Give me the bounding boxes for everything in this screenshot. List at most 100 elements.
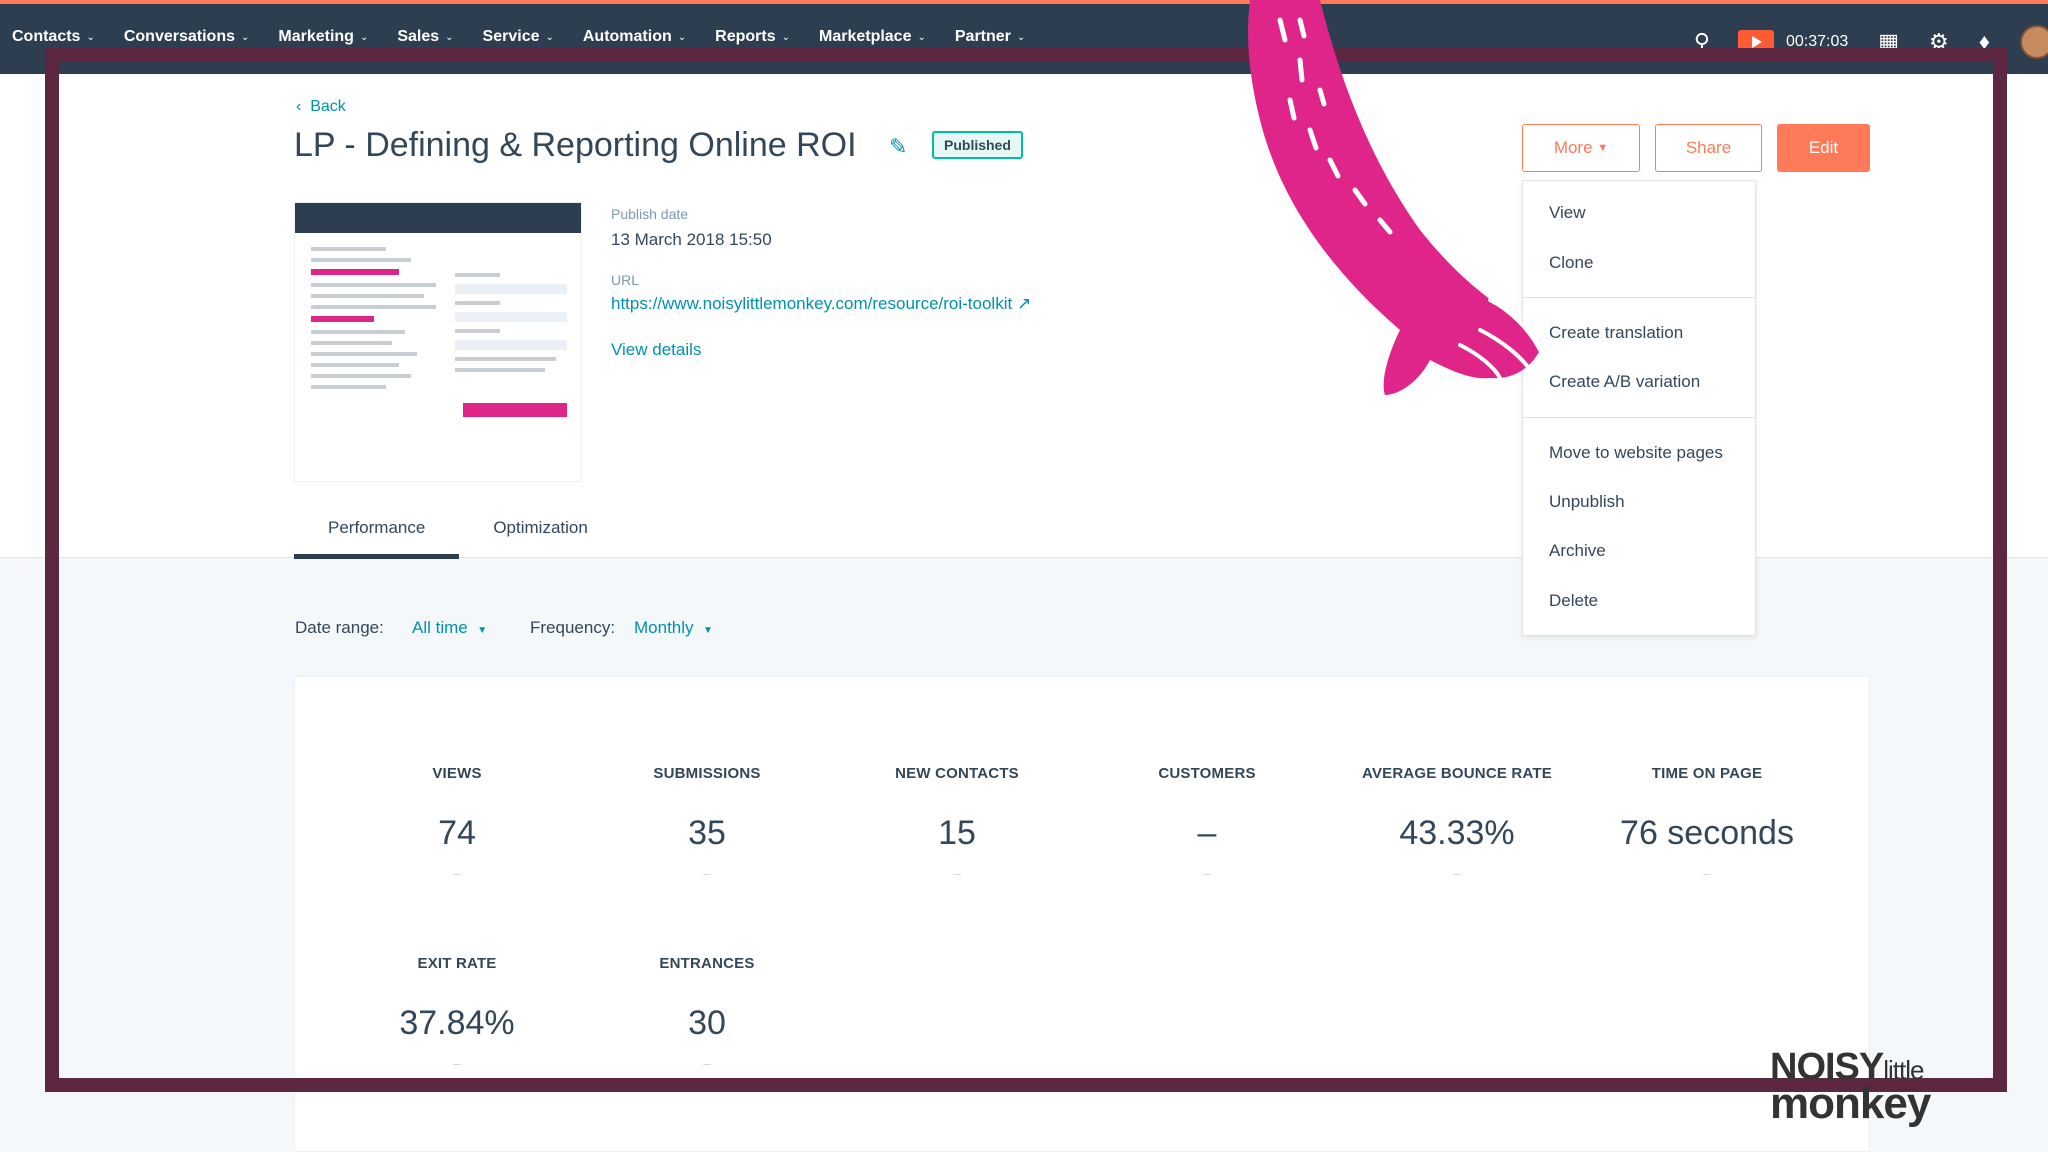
logo-line2: monkey — [1770, 1079, 1931, 1129]
nav-label: Service — [482, 28, 540, 45]
nav-label: Conversations — [123, 28, 235, 45]
more-button[interactable]: More ▼ — [1522, 124, 1640, 172]
more-dropdown-menu: View Clone Create translation Create A/B… — [1522, 180, 1756, 636]
date-range-label: Date range: — [295, 618, 384, 637]
chevron-down-icon: ⌄ — [359, 31, 369, 43]
menu-item-unpublish[interactable]: Unpublish — [1549, 492, 1625, 511]
nav-label: Marketplace — [818, 28, 912, 45]
search-icon[interactable]: ⚲ — [1693, 29, 1710, 54]
nav-marketplace[interactable]: Marketplace ⌄ — [819, 28, 926, 46]
nav-conversations[interactable]: Conversations ⌄ — [124, 28, 250, 46]
stat-label: ENTRANCES — [659, 955, 755, 972]
stat-time-on-page: TIME ON PAGE 76 seconds – — [1597, 765, 1817, 881]
nav-label: Marketing — [278, 28, 354, 45]
menu-divider — [1523, 297, 1755, 298]
nav-service[interactable]: Service ⌄ — [483, 28, 554, 46]
avatar[interactable] — [2020, 25, 2048, 59]
chevron-down-icon: ⌄ — [677, 31, 687, 43]
chevron-down-icon: ⌄ — [1016, 31, 1026, 43]
nav-contacts[interactable]: Contacts ⌄ — [12, 28, 95, 46]
performance-stats-card: VIEWS 74 – SUBMISSIONS 35 – NEW CONTACTS… — [294, 676, 1870, 1152]
nav-label: Contacts — [12, 28, 81, 45]
thumbnail-text-column — [311, 247, 436, 396]
chevron-down-icon: ⌄ — [781, 31, 790, 43]
stat-exit-rate: EXIT RATE 37.84% – — [347, 955, 567, 1071]
nav-label: Partner — [954, 28, 1011, 45]
stat-value: 74 — [438, 814, 476, 852]
stat-change: – — [1453, 865, 1461, 881]
stat-change: – — [453, 1055, 461, 1071]
page-url-link[interactable]: https://www.noisylittlemonkey.com/resour… — [611, 294, 1031, 314]
chevron-down-icon: ⌄ — [917, 31, 926, 43]
chevron-down-icon: ⌄ — [240, 31, 250, 43]
stat-value: 15 — [938, 814, 976, 852]
publish-date-label: Publish date — [611, 206, 689, 222]
marketplace-icon[interactable]: ▦ — [1878, 29, 1900, 54]
edit-button[interactable]: Edit — [1777, 124, 1870, 172]
nav-utilities: ⚲ 00:37:03 ▦ ⚙ ♦ — [1664, 22, 2048, 62]
nav-label: Reports — [715, 28, 776, 45]
menu-item-create-translation[interactable]: Create translation — [1549, 323, 1684, 342]
menu-item-clone[interactable]: Clone — [1549, 253, 1594, 272]
frequency-label: Frequency: — [530, 618, 616, 637]
stat-change: – — [1703, 865, 1711, 881]
top-nav-bar: Contacts ⌄ Conversations ⌄ Marketing ⌄ Sale… — [0, 0, 2048, 74]
menu-item-view[interactable]: View — [1549, 203, 1586, 222]
publish-date-value: 13 March 2018 15:50 — [611, 230, 772, 249]
menu-item-delete[interactable]: Delete — [1549, 591, 1599, 610]
date-range-select[interactable]: All time ▼ — [412, 618, 487, 638]
back-link[interactable]: ‹ Back — [296, 98, 346, 115]
menu-item-move-to-website-pages[interactable]: Move to website pages — [1549, 443, 1723, 462]
stat-label: SUBMISSIONS — [653, 765, 761, 782]
main-nav: Contacts ⌄ Conversations ⌄ Marketing ⌄ Sale… — [12, 28, 1054, 46]
tab-optimization[interactable]: Optimization — [493, 518, 588, 537]
stat-value: 30 — [688, 1004, 726, 1042]
stat-change: – — [703, 865, 711, 881]
page-preview-thumbnail[interactable] — [294, 202, 582, 482]
nav-label: Automation — [582, 28, 672, 45]
stat-change: – — [953, 865, 961, 881]
bell-icon[interactable]: ♦ — [1978, 29, 1990, 54]
back-label: Back — [310, 98, 346, 115]
stat-value: 37.84% — [399, 1004, 515, 1042]
nav-automation[interactable]: Automation ⌄ — [583, 28, 686, 46]
record-timer: 00:37:03 — [1785, 33, 1849, 50]
stat-change: – — [453, 865, 461, 881]
nav-partner[interactable]: Partner ⌄ — [955, 28, 1025, 46]
noisy-little-monkey-logo: NOISYlittle monkey — [1770, 1048, 1931, 1129]
caret-down-icon: ▼ — [702, 625, 713, 636]
menu-item-create-ab-variation[interactable]: Create A/B variation — [1549, 372, 1701, 391]
share-button[interactable]: Share — [1655, 124, 1762, 172]
stat-change: – — [1203, 865, 1211, 881]
stat-label: CUSTOMERS — [1158, 765, 1256, 782]
gear-icon[interactable]: ⚙ — [1929, 29, 1949, 54]
view-details-link[interactable]: View details — [611, 340, 702, 359]
menu-divider — [1523, 417, 1755, 418]
chevron-down-icon: ⌄ — [445, 31, 454, 43]
nav-label: Sales — [397, 28, 440, 45]
tab-bar: Performance Optimization — [294, 514, 622, 559]
thumbnail-header — [295, 203, 581, 233]
nav-sales[interactable]: Sales ⌄ — [397, 28, 453, 46]
page-title: LP - Defining & Reporting Online ROI — [294, 126, 857, 164]
frequency-select[interactable]: Monthly ▼ — [634, 618, 713, 638]
stat-customers: CUSTOMERS – – — [1097, 765, 1317, 881]
tab-performance[interactable]: Performance — [294, 514, 460, 559]
nav-marketing[interactable]: Marketing ⌄ — [278, 28, 368, 46]
status-badge: Published — [932, 131, 1023, 159]
external-link-icon: ↗ — [1016, 294, 1032, 313]
stat-submissions: SUBMISSIONS 35 – — [597, 765, 817, 881]
frequency-value: Monthly — [634, 618, 694, 637]
stat-average-bounce-rate: AVERAGE BOUNCE RATE 43.33% – — [1347, 765, 1567, 881]
caret-down-icon: ▼ — [477, 625, 488, 636]
pencil-icon[interactable]: ✎ — [889, 134, 908, 159]
thumbnail-form-column — [455, 273, 567, 379]
url-text: https://www.noisylittlemonkey.com/resour… — [611, 294, 1013, 313]
menu-item-archive[interactable]: Archive — [1549, 541, 1606, 560]
stat-new-contacts: NEW CONTACTS 15 – — [847, 765, 1067, 881]
thumbnail-cta — [463, 403, 567, 417]
caret-down-icon: ▼ — [1597, 142, 1609, 154]
record-video-icon[interactable] — [1737, 30, 1774, 54]
stat-views: VIEWS 74 – — [347, 765, 567, 881]
nav-reports[interactable]: Reports ⌄ — [715, 28, 790, 46]
